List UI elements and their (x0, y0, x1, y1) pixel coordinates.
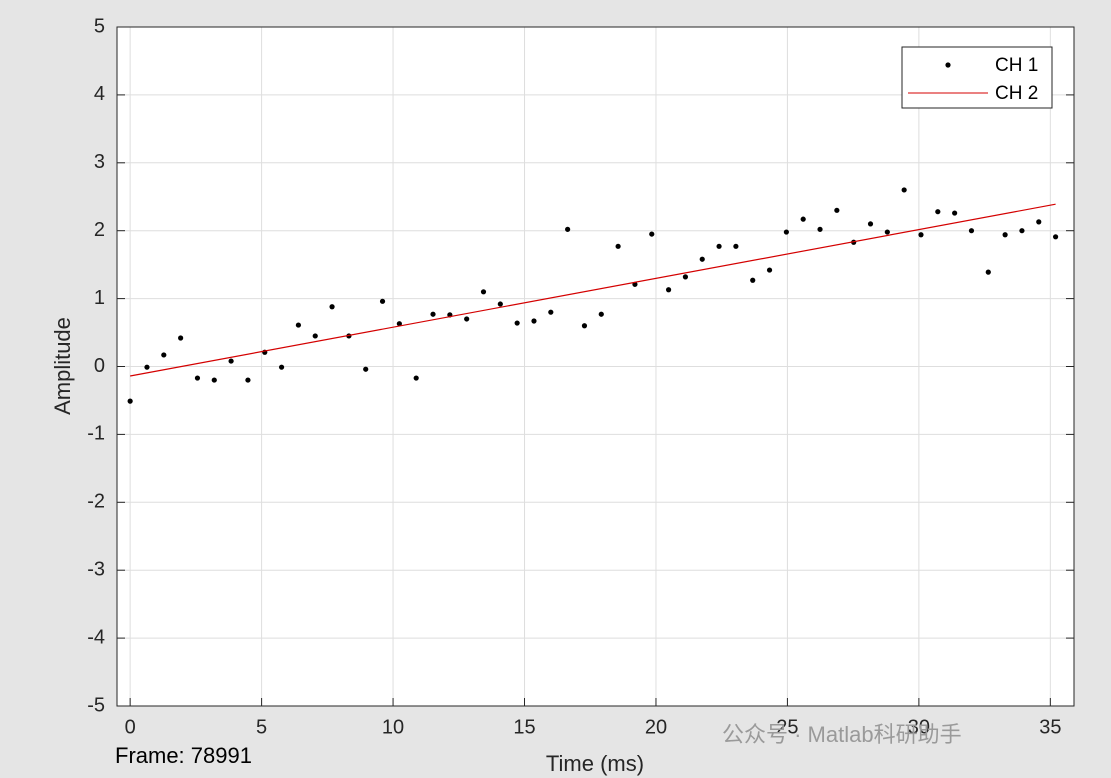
data-point (1052, 234, 1059, 240)
data-point (295, 322, 302, 328)
legend-box (901, 46, 1053, 109)
legend-label: CH 2 (995, 83, 1038, 104)
data-point (144, 364, 150, 370)
data-point (161, 352, 167, 358)
x-axis-label: Time (ms) (546, 751, 644, 776)
data-point (598, 311, 604, 317)
y-tick-label: 4 (94, 83, 105, 105)
data-point (396, 321, 402, 327)
labels: 0 5 10 15 20 25 30 35 -5 -4 -3 -2 -1 0 1 2 3 4 5 (87, 15, 1074, 738)
data-point (581, 323, 588, 329)
data-point (716, 243, 722, 249)
data-point (329, 304, 335, 310)
data-point (194, 375, 201, 381)
data-point (699, 256, 705, 262)
x-tick-label: 25 (776, 716, 798, 738)
data-point (1019, 228, 1025, 234)
data-point (952, 210, 958, 216)
data-point (379, 298, 386, 304)
y-axis-label: Amplitude (50, 317, 75, 415)
data-point (1002, 232, 1008, 238)
data-point (548, 309, 554, 315)
legend-marker (945, 62, 951, 68)
data-point (817, 226, 823, 232)
data-point (901, 187, 907, 193)
data-point (615, 243, 621, 249)
data-point (1036, 219, 1042, 225)
x-tick-label: 20 (645, 716, 667, 738)
x-tick-label: 0 (125, 716, 136, 738)
legend: CH 1 CH 2 (901, 46, 1053, 109)
data-point (228, 358, 234, 364)
y-tick-label: -2 (87, 491, 105, 513)
y-tick-label: -5 (87, 694, 105, 716)
x-tick-label: 15 (513, 716, 535, 738)
y-tick-label: 2 (94, 219, 105, 241)
watermark: 公众号 · Matlab科研助手 (722, 722, 962, 747)
data-point (514, 320, 520, 326)
y-tick-label: 5 (94, 15, 105, 37)
x-tick-label: 10 (382, 716, 404, 738)
data-point (867, 221, 874, 227)
data-point (783, 229, 789, 235)
y-tick-label: -4 (87, 626, 105, 648)
data-point (245, 377, 251, 383)
y-tick-label: -3 (87, 558, 105, 580)
data-point (766, 267, 773, 273)
y-tick-label: 3 (94, 151, 105, 173)
data-point (531, 318, 537, 324)
data-point (985, 269, 991, 275)
data-point (733, 243, 739, 249)
data-point (918, 232, 924, 238)
marks (127, 187, 1059, 404)
data-point (800, 216, 806, 222)
legend-label: CH 1 (995, 55, 1038, 76)
frame-label: Frame: 78991 (115, 743, 252, 768)
series-line (130, 203, 1056, 377)
data-point (665, 287, 672, 293)
y-tick-label: 1 (94, 287, 105, 309)
data-point (464, 316, 470, 322)
data-point (649, 231, 655, 237)
data-point (211, 377, 217, 383)
x-tick-label: 35 (1039, 716, 1061, 738)
data-point (497, 301, 503, 307)
data-point (430, 311, 436, 317)
data-point (834, 207, 840, 213)
data-point (178, 335, 184, 341)
data-point (312, 333, 318, 339)
data-point (750, 277, 756, 283)
data-point (127, 398, 133, 404)
data-point (968, 228, 975, 234)
y-tick-label: -1 (87, 423, 105, 445)
data-point (884, 229, 890, 235)
x-tick-label: 30 (908, 716, 930, 738)
y-tick-label: 0 (94, 355, 105, 377)
data-point (682, 274, 689, 280)
data-point (480, 289, 487, 295)
data-point (565, 226, 571, 232)
data-point (935, 209, 941, 215)
data-point (413, 375, 419, 381)
x-tick-label: 5 (256, 716, 267, 738)
data-point (278, 364, 285, 370)
data-point (363, 366, 369, 372)
